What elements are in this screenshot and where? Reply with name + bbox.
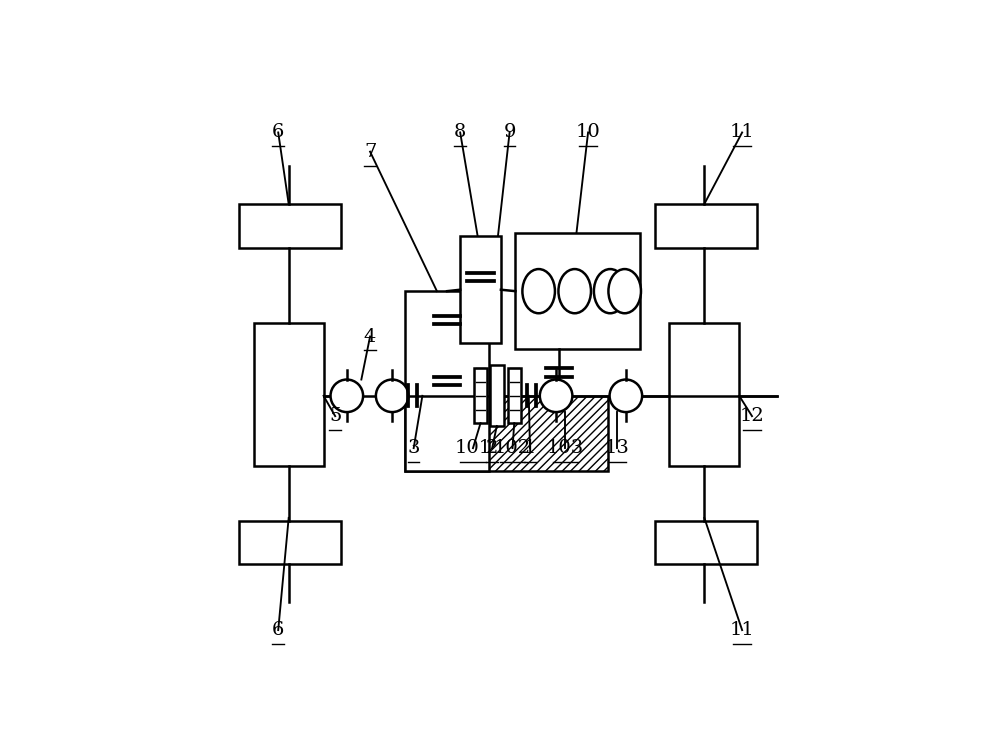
Bar	[669, 323, 739, 466]
Text: 8: 8	[454, 124, 466, 141]
Circle shape	[376, 380, 408, 412]
Circle shape	[610, 380, 642, 412]
Text: 101: 101	[454, 439, 492, 457]
Bar	[490, 365, 504, 427]
Bar	[254, 323, 324, 466]
Text: 2: 2	[486, 439, 498, 457]
Ellipse shape	[608, 269, 641, 313]
Circle shape	[540, 380, 572, 412]
Text: 3: 3	[407, 439, 420, 457]
Text: 12: 12	[740, 407, 764, 425]
Text: 4: 4	[364, 328, 376, 346]
Bar	[405, 396, 608, 471]
Bar	[515, 233, 640, 350]
Text: 9: 9	[503, 124, 516, 141]
Text: 6: 6	[272, 124, 284, 141]
Bar	[405, 291, 489, 471]
Text: 7: 7	[364, 143, 376, 161]
Text: 13: 13	[605, 439, 630, 457]
Bar	[239, 521, 341, 565]
Text: 10: 10	[576, 124, 600, 141]
Text: 11: 11	[730, 124, 755, 141]
Text: 102: 102	[494, 439, 531, 457]
Text: 5: 5	[329, 407, 341, 425]
Text: 6: 6	[272, 621, 284, 639]
Circle shape	[331, 380, 363, 412]
Bar	[239, 204, 341, 248]
Ellipse shape	[558, 269, 591, 313]
Text: 103: 103	[547, 439, 584, 457]
Text: 1: 1	[524, 439, 536, 457]
Bar	[508, 368, 521, 424]
Bar	[655, 521, 757, 565]
Bar	[655, 204, 757, 248]
Text: 11: 11	[730, 621, 755, 639]
Bar	[474, 368, 487, 424]
Ellipse shape	[594, 269, 626, 313]
Ellipse shape	[522, 269, 555, 313]
Bar	[460, 236, 501, 344]
